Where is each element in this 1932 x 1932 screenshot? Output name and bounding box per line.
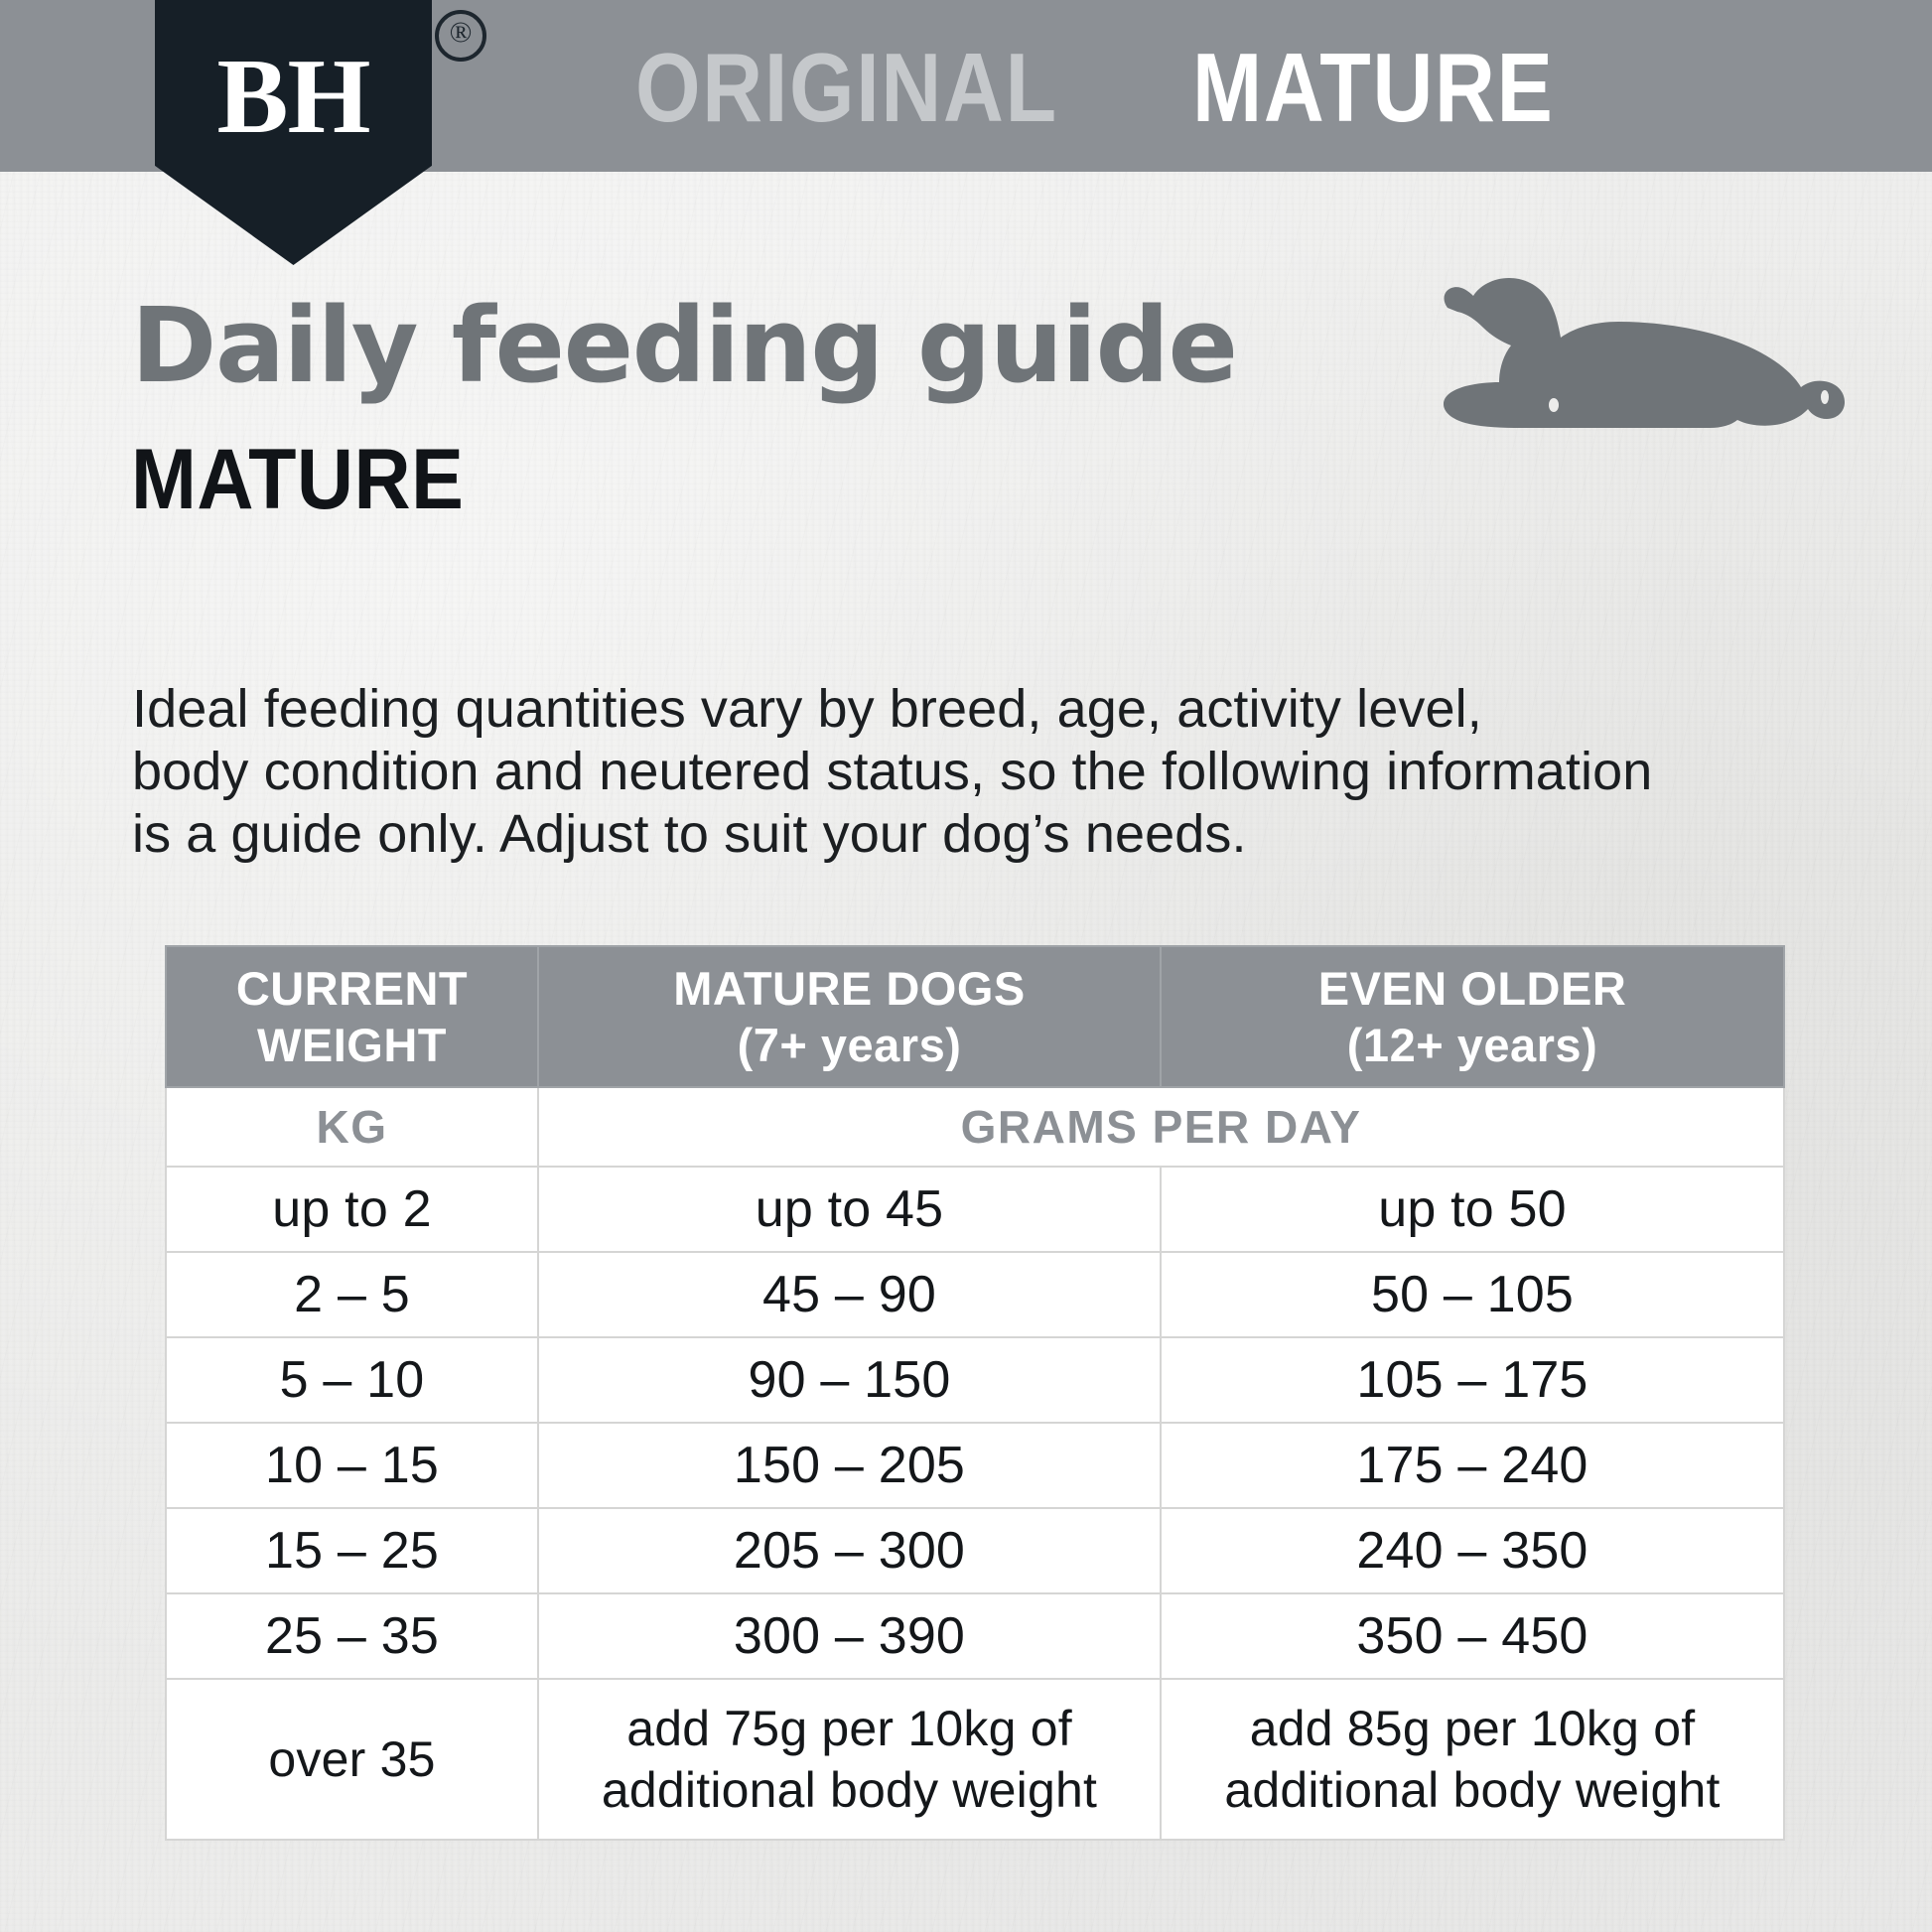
cell-line1: add 85g per 10kg of (1249, 1701, 1696, 1756)
cell-older: 240 – 350 (1160, 1507, 1785, 1594)
page-subtitle: MATURE (131, 432, 465, 527)
intro-line-3: is a guide only. Adjust to suit your dog… (132, 804, 1247, 864)
table-row: 25 – 35 300 – 390 350 – 450 (165, 1592, 1785, 1680)
column-header-line1: EVEN OLDER (1317, 962, 1627, 1015)
unit-kg: KG (165, 1086, 539, 1168)
column-header-line2: (12+ years) (1346, 1019, 1598, 1071)
cell-older: 50 – 105 (1160, 1251, 1785, 1338)
cell-mature: add 75g per 10kg of additional body weig… (537, 1678, 1162, 1841)
table-row: 15 – 25 205 – 300 240 – 350 (165, 1507, 1785, 1594)
cell-weight: 10 – 15 (165, 1422, 539, 1509)
column-header-line2: WEIGHT (257, 1019, 447, 1071)
cell-mature: 300 – 390 (537, 1592, 1162, 1680)
table-body: up to 2 up to 45 up to 50 2 – 5 45 – 90 … (165, 1166, 1785, 1841)
cell-older: 175 – 240 (1160, 1422, 1785, 1509)
cell-weight: 25 – 35 (165, 1592, 539, 1680)
brand-shield-badge: BH (155, 0, 432, 265)
cell-mature: up to 45 (537, 1166, 1162, 1253)
intro-line-2: body condition and neutered status, so t… (132, 742, 1653, 801)
dog-lying-silhouette-icon (1444, 278, 1845, 428)
cell-mature: 90 – 150 (537, 1336, 1162, 1424)
cell-mature: 150 – 205 (537, 1422, 1162, 1509)
product-line-label: ORIGINAL (635, 33, 1058, 142)
column-header-current-weight: CURRENT WEIGHT (165, 945, 539, 1088)
column-header-mature-dogs: MATURE DOGS (7+ years) (537, 945, 1162, 1088)
column-header-line2: (7+ years) (737, 1019, 962, 1071)
cell-line1: add 75g per 10kg of (626, 1701, 1072, 1756)
registered-trademark-icon: ® (435, 10, 486, 62)
cell-weight: 5 – 10 (165, 1336, 539, 1424)
unit-grams-per-day: GRAMS PER DAY (537, 1086, 1785, 1168)
intro-line-1: Ideal feeding quantities vary by breed, … (132, 679, 1482, 739)
product-variant-label: MATURE (1192, 33, 1555, 142)
table-row: 2 – 5 45 – 90 50 – 105 (165, 1251, 1785, 1338)
product-wordmark: ORIGINAL MATURE (635, 30, 1613, 145)
table-row: over 35 add 75g per 10kg of additional b… (165, 1678, 1785, 1841)
intro-paragraph: Ideal feeding quantities vary by breed, … (132, 678, 1653, 866)
cell-older: add 85g per 10kg of additional body weig… (1160, 1678, 1785, 1841)
cell-older: up to 50 (1160, 1166, 1785, 1253)
cell-mature: 45 – 90 (537, 1251, 1162, 1338)
column-header-line1: CURRENT (235, 962, 469, 1015)
table-row: up to 2 up to 45 up to 50 (165, 1166, 1785, 1253)
page-title: Daily feeding guide (131, 285, 1238, 406)
cell-weight: 15 – 25 (165, 1507, 539, 1594)
table-units-row: KG GRAMS PER DAY (165, 1086, 1785, 1168)
cell-weight: 2 – 5 (165, 1251, 539, 1338)
brand-initials: BH (216, 38, 370, 156)
cell-older: 105 – 175 (1160, 1336, 1785, 1424)
feeding-guide-table: CURRENT WEIGHT MATURE DOGS (7+ years) EV… (165, 945, 1785, 1841)
cell-older: 350 – 450 (1160, 1592, 1785, 1680)
column-header-even-older: EVEN OLDER (12+ years) (1160, 945, 1785, 1088)
table-header-row: CURRENT WEIGHT MATURE DOGS (7+ years) EV… (165, 945, 1785, 1088)
cell-mature: 205 – 300 (537, 1507, 1162, 1594)
table-row: 5 – 10 90 – 150 105 – 175 (165, 1336, 1785, 1424)
column-header-line1: MATURE DOGS (673, 962, 1026, 1015)
cell-weight: up to 2 (165, 1166, 539, 1253)
cell-line2: additional body weight (601, 1762, 1098, 1818)
cell-weight: over 35 (165, 1678, 539, 1841)
table-row: 10 – 15 150 – 205 175 – 240 (165, 1422, 1785, 1509)
cell-line2: additional body weight (1224, 1762, 1721, 1818)
